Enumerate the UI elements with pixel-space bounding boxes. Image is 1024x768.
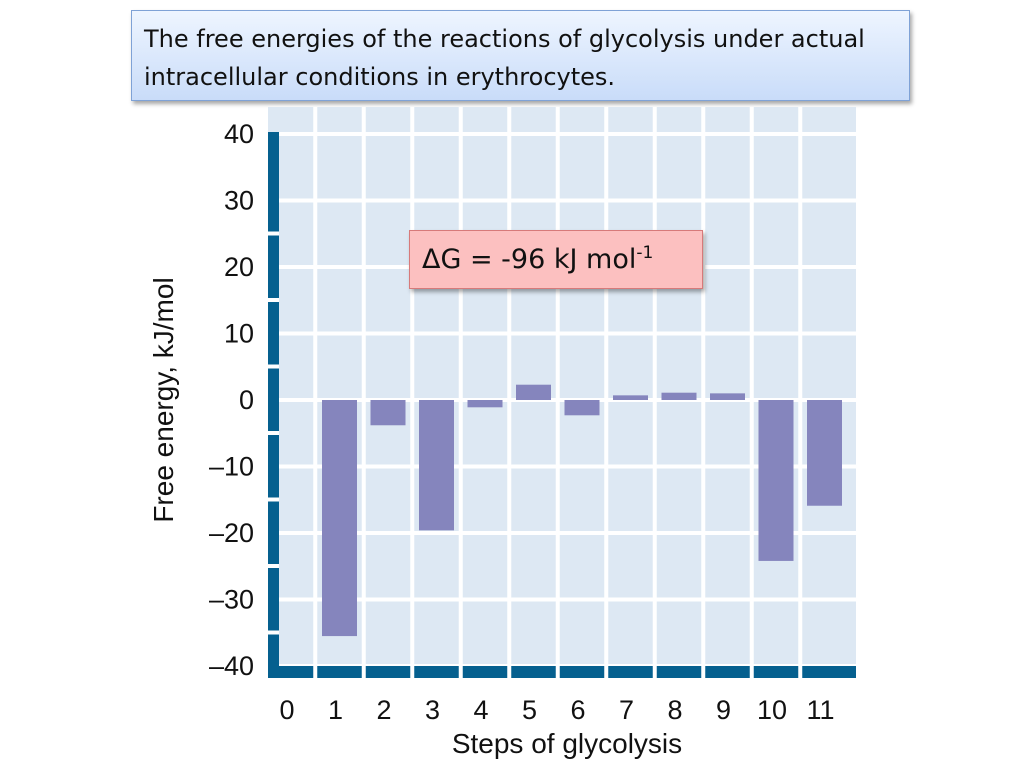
delta-g-text: ΔG = -96 kJ mol [422,244,637,275]
x-tick-label: 7 [619,695,634,725]
bar-step-6 [564,400,600,416]
x-tick-label: 10 [757,695,787,725]
x-tick-labels: 0 1 2 3 4 5 6 7 8 9 10 11 [279,695,834,725]
bar-step-9 [710,393,745,400]
x-tick-label: 6 [570,695,585,725]
bar-step-5 [516,384,551,400]
x-tick-label: 5 [522,695,537,725]
axes [268,132,856,678]
y-tick-label: –40 [209,651,254,681]
bar-step-4 [467,400,503,408]
y-tick-label: –30 [209,585,254,615]
x-tick-label: 3 [425,695,440,725]
x-axis-line [268,666,856,678]
y-tick-label: 10 [224,319,254,349]
x-axis-label: Steps of glycolysis [452,728,682,759]
x-tick-label: 0 [279,695,294,725]
slide-title: The free energies of the reactions of gl… [131,10,910,101]
bar-step-7 [613,395,648,400]
y-tick-label: 0 [239,385,254,415]
y-tick-label: –10 [209,452,254,482]
x-tick-label: 11 [806,695,834,725]
bar-step-8 [661,392,697,400]
y-axis-line [268,132,279,666]
x-tick-label: 8 [667,695,682,725]
bar-step-2 [370,400,406,426]
bar-step-11 [807,400,842,506]
y-axis-label: Free energy, kJ/mol [148,277,179,522]
x-tick-label: 1 [328,695,343,725]
x-tick-label: 4 [473,695,488,725]
bars [322,384,842,637]
y-tick-label: 40 [224,119,254,149]
x-tick-label: 9 [716,695,731,725]
delta-g-superscript: -1 [636,243,654,263]
x-tick-label: 2 [376,695,391,725]
bar-step-10 [758,400,794,561]
y-tick-label: 30 [224,186,254,216]
y-tick-labels: 40 30 20 10 0 –10 –20 –30 –40 [209,119,254,681]
bar-step-1 [322,400,357,637]
y-tick-label: –20 [209,518,254,548]
y-tick-label: 20 [224,252,254,282]
bar-step-3 [419,400,454,531]
delta-g-annotation: ΔG = -96 kJ mol-1 [409,230,703,289]
